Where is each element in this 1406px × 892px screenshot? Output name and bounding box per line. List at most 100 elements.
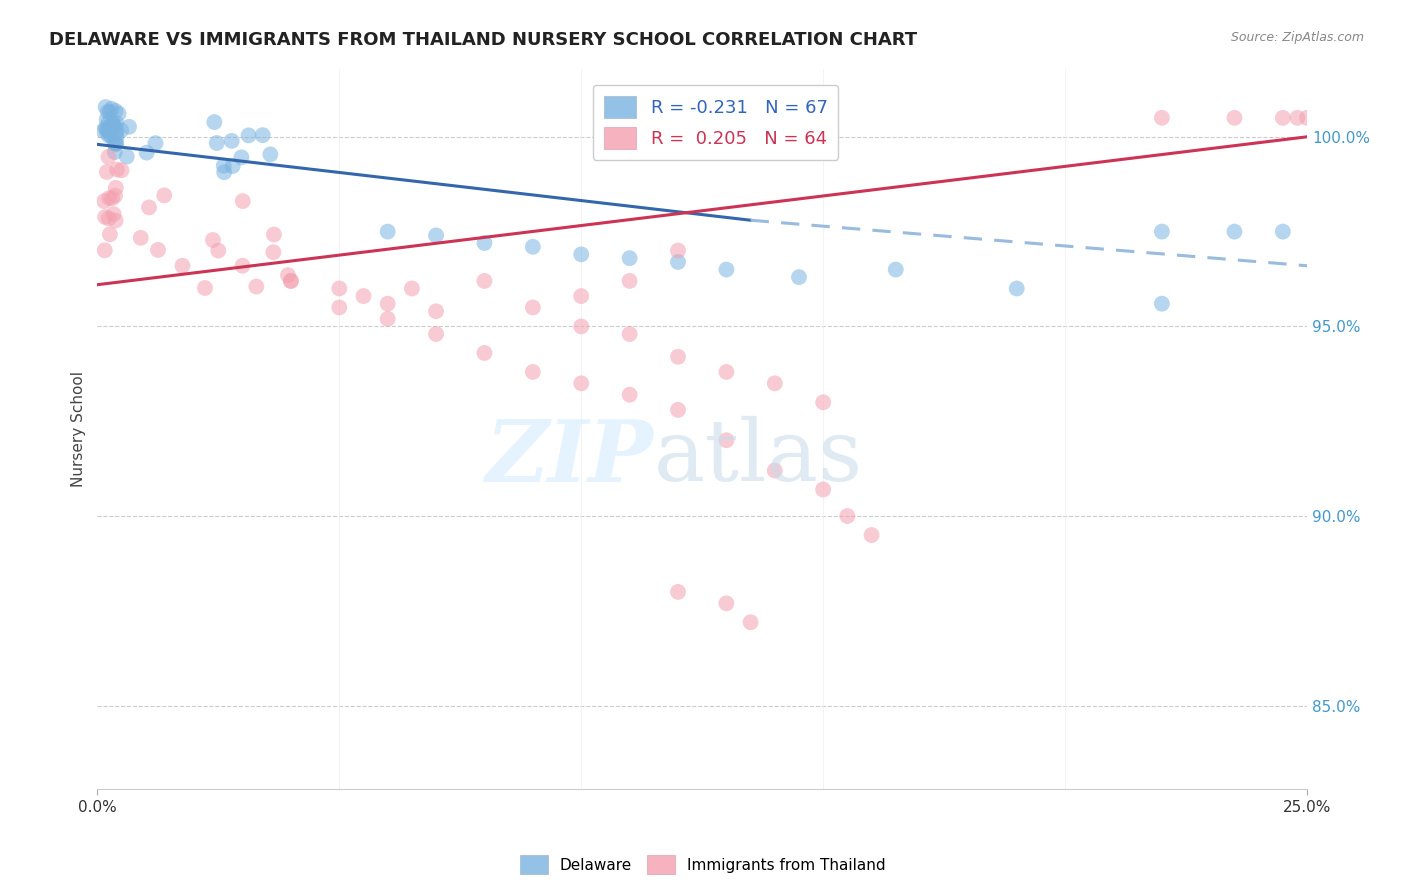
Point [1150,225,1173,239]
Point [110,123,132,137]
Point [245,279,267,293]
Point [425,228,447,243]
Text: Source: ZipAtlas.com: Source: ZipAtlas.com [1230,31,1364,45]
Point [138,201,160,215]
Point [103,136,125,150]
Point [569,319,592,334]
Point [763,464,786,478]
Point [231,259,253,273]
Point [1223,111,1246,125]
Point [619,326,641,341]
Point [96,112,118,127]
Point [97,150,120,164]
Point [103,119,125,133]
Point [105,162,128,177]
Point [377,311,399,326]
Point [666,350,689,364]
Point [1150,111,1173,125]
Point [104,103,127,118]
Point [474,346,496,360]
Point [94,100,117,114]
Point [98,105,121,120]
Point [860,528,883,542]
Point [280,274,302,288]
Point [277,268,299,282]
Point [221,134,243,148]
Point [93,194,115,208]
Point [96,165,118,179]
Point [619,251,641,265]
Point [1271,225,1294,239]
Point [811,483,834,497]
Point [232,194,254,208]
Point [401,281,423,295]
Point [221,159,243,173]
Point [837,509,859,524]
Point [107,106,129,120]
Point [259,147,281,161]
Point [97,211,120,226]
Point [522,301,544,315]
Point [263,227,285,242]
Point [105,136,128,151]
Point [619,274,641,288]
Point [280,274,302,288]
Point [97,123,120,137]
Point [205,136,228,150]
Point [377,225,399,239]
Point [153,188,176,202]
Point [212,165,235,179]
Point [100,128,122,143]
Point [135,145,157,160]
Y-axis label: Nursery School: Nursery School [72,371,86,487]
Point [1223,225,1246,239]
Point [569,376,592,391]
Point [105,130,128,145]
Point [763,376,786,391]
Point [377,296,399,310]
Point [104,181,127,195]
Point [328,281,350,295]
Point [93,124,115,138]
Point [1150,296,1173,310]
Point [207,244,229,258]
Point [231,150,253,164]
Point [1005,281,1028,295]
Point [201,233,224,247]
Point [569,289,592,303]
Point [474,235,496,250]
Point [97,104,120,119]
Point [97,128,120,143]
Point [97,115,120,129]
Legend: R = -0.231   N = 67, R =  0.205   N = 64: R = -0.231 N = 67, R = 0.205 N = 64 [593,85,838,160]
Point [716,596,738,610]
Point [666,255,689,269]
Point [716,262,738,277]
Point [619,387,641,401]
Point [104,137,127,152]
Point [787,270,810,285]
Point [105,123,128,137]
Point [146,243,169,257]
Text: atlas: atlas [654,416,863,500]
Point [252,128,274,143]
Point [353,289,375,303]
Point [115,150,138,164]
Point [101,120,124,134]
Point [101,120,124,135]
Point [1296,111,1319,125]
Point [104,188,127,202]
Point [103,207,125,221]
Point [98,120,121,135]
Point [104,213,127,227]
Point [93,244,115,258]
Point [94,210,117,224]
Point [811,395,834,409]
Point [716,365,738,379]
Point [202,115,225,129]
Point [425,304,447,318]
Text: ZIP: ZIP [486,416,654,500]
Point [262,245,284,260]
Point [425,326,447,341]
Point [100,128,122,142]
